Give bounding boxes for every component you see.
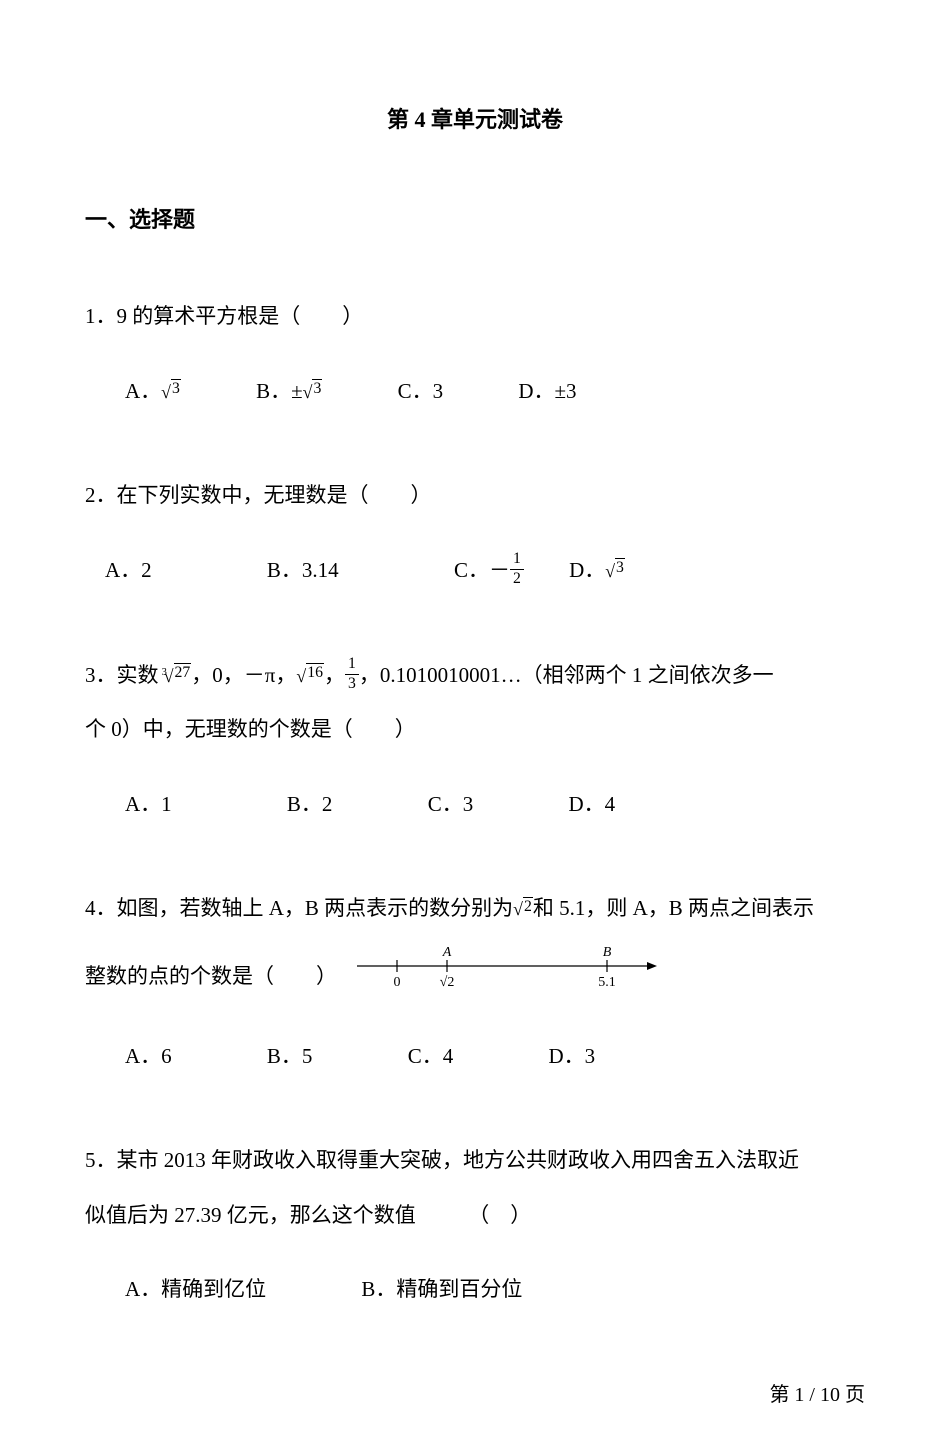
question-5: 5．某市 2013 年财政收入取得重大突破，地方公共财政收入用四舍五入法取近 似… bbox=[85, 1133, 865, 1317]
q1-optB-sqrt: 3 bbox=[312, 379, 322, 397]
q4-stem-line1: 4．如图，若数轴上 A，B 两点表示的数分别为√2和 5.1，则 A，B 两点之… bbox=[85, 881, 865, 936]
q3-option-b: B．2 bbox=[287, 777, 333, 832]
sqrt-icon: √16 bbox=[296, 648, 324, 703]
fraction-icon: 13 bbox=[345, 655, 359, 694]
sqrt-icon: √2 bbox=[513, 881, 533, 936]
q3-cuberoot-index: 3 bbox=[162, 667, 167, 678]
question-2: 2．在下列实数中，无理数是（ ） A．2 B．3.14 C．－12 D．√3 bbox=[85, 468, 865, 597]
q2-option-a: A．2 bbox=[105, 543, 152, 598]
q2-stem: 2．在下列实数中，无理数是（ ） bbox=[85, 468, 865, 523]
q4-option-c: C．4 bbox=[408, 1029, 454, 1084]
fraction-icon: 12 bbox=[510, 550, 524, 589]
q1-option-a: A．√3 bbox=[125, 364, 181, 419]
svg-text:5.1: 5.1 bbox=[598, 975, 616, 988]
q2-options: A．2 B．3.14 C．－12 D．√3 bbox=[105, 543, 865, 598]
q3-stem-mid1: ，0，－π， bbox=[191, 663, 296, 687]
sqrt-icon: √3 bbox=[303, 364, 323, 419]
q1-stem: 1．9 的算术平方根是（ ） bbox=[85, 289, 865, 344]
q3-options: A．1 B．2 C．3 D．4 bbox=[125, 777, 865, 832]
question-4: 4．如图，若数轴上 A，B 两点表示的数分别为√2和 5.1，则 A，B 两点之… bbox=[85, 881, 865, 1083]
q5-options: A．精确到亿位 B．精确到百分位 bbox=[125, 1262, 865, 1317]
q4-stem-line2-row: 整数的点的个数是（ ） 0 A √2 B 5.1 bbox=[85, 944, 865, 1009]
page-title: 第 4 章单元测试卷 bbox=[85, 100, 865, 140]
question-1: 1．9 的算术平方根是（ ） A．√3 B．±√3 C．3 D．±3 bbox=[85, 289, 865, 418]
q1-option-c: C．3 bbox=[398, 364, 444, 419]
q4-option-b: B．5 bbox=[267, 1029, 313, 1084]
q1-option-b: B．±√3 bbox=[256, 364, 322, 419]
q4-stem-suffix: 和 5.1，则 A，B 两点之间表示 bbox=[533, 896, 814, 920]
q2-frac-num: 1 bbox=[510, 550, 524, 570]
q3-frac-num: 1 bbox=[345, 655, 359, 675]
q2-frac-den: 2 bbox=[510, 570, 524, 589]
sqrt-icon: √3 bbox=[161, 364, 181, 419]
q3-frac-den: 3 bbox=[345, 675, 359, 694]
q3-option-c: C．3 bbox=[428, 777, 474, 832]
sqrt-icon: √3 bbox=[605, 543, 625, 598]
q4-stem-line2: 整数的点的个数是（ ） bbox=[85, 949, 337, 1004]
q2-option-b: B．3.14 bbox=[267, 543, 339, 598]
q3-option-a: A．1 bbox=[125, 777, 172, 832]
q4-option-a: A．6 bbox=[125, 1029, 172, 1084]
q1-optB-label: B．± bbox=[256, 379, 303, 403]
q3-stem-prefix: 3．实数 bbox=[85, 663, 159, 687]
q3-stem-line2: 个 0）中，无理数的个数是（ ） bbox=[85, 702, 865, 757]
q3-stem-line1: 3．实数3√27，0，－π，√16，13，0.1010010001…（相邻两个 … bbox=[85, 648, 865, 703]
question-3: 3．实数3√27，0，－π，√16，13，0.1010010001…（相邻两个 … bbox=[85, 648, 865, 832]
svg-text:0: 0 bbox=[394, 975, 401, 988]
q3-cuberoot-content: 27 bbox=[174, 663, 192, 681]
q4-option-d: D．3 bbox=[548, 1029, 595, 1084]
q2-optD-sqrt: 3 bbox=[615, 558, 625, 576]
q3-stem-suffix: ，0.1010010001…（相邻两个 1 之间依次多一 bbox=[359, 663, 774, 687]
page-footer: 第 1 / 10 页 bbox=[85, 1377, 865, 1413]
q3-stem-mid2: ， bbox=[324, 663, 345, 687]
q3-sqrt16: 16 bbox=[306, 663, 324, 681]
q2-optC-label: C．－ bbox=[454, 558, 510, 582]
q4-options: A．6 B．5 C．4 D．3 bbox=[125, 1029, 865, 1084]
numberline-svg: 0 A √2 B 5.1 bbox=[357, 944, 657, 988]
svg-text:√2: √2 bbox=[440, 975, 455, 988]
q5-stem-line2: 似值后为 27.39 亿元，那么这个数值 （ ） bbox=[85, 1188, 865, 1243]
q2-optD-label: D． bbox=[569, 558, 605, 582]
q4-sqrt2: 2 bbox=[523, 897, 533, 915]
q1-optA-label: A． bbox=[125, 379, 161, 403]
q5-option-a: A．精确到亿位 bbox=[125, 1262, 266, 1317]
section-header-1: 一、选择题 bbox=[85, 200, 865, 240]
q1-option-d: D．±3 bbox=[518, 364, 576, 419]
q2-option-d: D．√3 bbox=[569, 543, 625, 598]
svg-text:B: B bbox=[603, 945, 612, 960]
q4-stem-prefix: 4．如图，若数轴上 A，B 两点表示的数分别为 bbox=[85, 896, 513, 920]
q5-option-b: B．精确到百分位 bbox=[361, 1262, 522, 1317]
q1-optA-sqrt: 3 bbox=[171, 379, 181, 397]
q1-options: A．√3 B．±√3 C．3 D．±3 bbox=[125, 364, 865, 419]
svg-text:A: A bbox=[442, 945, 452, 960]
q5-stem-line1: 5．某市 2013 年财政收入取得重大突破，地方公共财政收入用四舍五入法取近 bbox=[85, 1133, 865, 1188]
numberline-figure: 0 A √2 B 5.1 bbox=[357, 944, 657, 1009]
q3-option-d: D．4 bbox=[568, 777, 615, 832]
q2-option-c: C．－12 bbox=[454, 543, 524, 598]
cuberoot-icon: 3√27 bbox=[159, 648, 192, 703]
